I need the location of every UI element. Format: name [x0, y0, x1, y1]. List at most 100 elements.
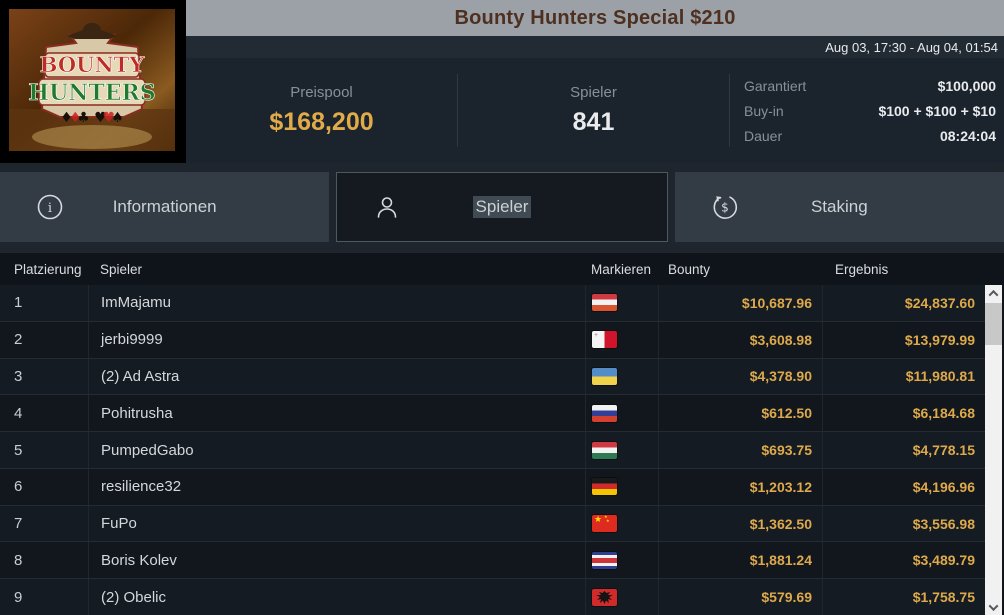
prizepool-label: Preispool — [290, 84, 353, 101]
bounty-hunters-logo-image: BOUNTY HUNTERS ♦ ♣ ♥ ♠ ♦ ♥ — [9, 9, 175, 151]
svg-text:$: $ — [721, 201, 729, 215]
chevron-down-icon — [988, 600, 999, 611]
player-row[interactable]: 6 resilience32 $1,203.12 $4,196.96 — [0, 467, 985, 505]
tournament-details: Garantiert $100,000 Buy-in $100 + $100 +… — [730, 58, 1004, 163]
rank-cell: 5 — [14, 441, 23, 459]
player-row[interactable]: 1 ImMajamu $10,687.96 $24,837.60 — [0, 285, 985, 321]
logo-line1: BOUNTY — [40, 52, 146, 77]
guarantee-value: $100,000 — [937, 77, 996, 94]
flag-cell[interactable]: ★ ★ ★ — [585, 505, 658, 542]
buyin-value: $100 + $100 + $10 — [878, 102, 996, 119]
flag-cell[interactable]: + — [585, 321, 658, 358]
info-icon: i — [36, 193, 64, 221]
scrollbar-thumb[interactable] — [985, 303, 1002, 345]
result-cell: $4,196.96 — [822, 468, 985, 505]
player-name-cell: (2) Obelic — [88, 579, 585, 615]
divider — [457, 74, 458, 147]
rank-cell: 6 — [14, 478, 23, 496]
flag-cell[interactable] — [585, 395, 658, 432]
flag-cell[interactable] — [585, 358, 658, 395]
player-name-cell: Pohitrusha — [88, 395, 585, 432]
tab-spieler[interactable]: Spieler — [336, 172, 668, 242]
scroll-down-button[interactable] — [985, 599, 1002, 615]
tab-label: Spieler — [472, 196, 532, 218]
column-header-spieler: Spieler — [100, 262, 143, 277]
result-cell: $11,980.81 — [822, 358, 985, 395]
tab-label: Staking — [810, 197, 868, 216]
title-bar: Bounty Hunters Special $210 — [186, 0, 1004, 36]
detail-row-buyin: Buy-in $100 + $100 + $10 — [744, 103, 996, 119]
buyin-label: Buy-in — [744, 102, 784, 119]
rank-cell: 9 — [14, 588, 23, 606]
player-row[interactable]: 2 jerbi9999 + $3,608.98 $13,979.99 — [0, 320, 985, 358]
player-row[interactable]: 4 Pohitrusha $612.50 $6,184.68 — [0, 394, 985, 432]
flag-cell[interactable] — [585, 468, 658, 505]
duration-label: Dauer — [744, 127, 783, 144]
bounty-cell: $1,362.50 — [658, 505, 822, 542]
detail-row-duration: Dauer 08:24:04 — [744, 128, 996, 144]
person-icon — [373, 193, 401, 221]
austria-flag-icon — [592, 294, 617, 312]
player-name-cell: FuPo — [88, 505, 585, 542]
scroll-up-button[interactable] — [985, 285, 1002, 301]
page-title: Bounty Hunters Special $210 — [454, 6, 736, 29]
costa-rica-flag-icon — [592, 551, 617, 569]
header-right: Bounty Hunters Special $210 Aug 03, 17:3… — [186, 0, 1004, 163]
column-header-markieren: Markieren — [591, 262, 652, 277]
player-name-cell: ImMajamu — [88, 285, 585, 321]
bounty-cell: $10,687.96 — [658, 285, 822, 321]
rank-cell: 8 — [14, 551, 23, 569]
player-row[interactable]: 8 Boris Kolev $1,881.24 $3,489.79 — [0, 541, 985, 579]
column-header-ergebnis: Ergebnis — [835, 262, 889, 277]
dollar-circle-icon: $ — [711, 193, 739, 221]
tab-staking[interactable]: $ Staking — [674, 172, 1004, 242]
player-name-cell: jerbi9999 — [88, 321, 585, 358]
players-stat: Spieler 841 — [458, 58, 729, 163]
tab-label: Informationen — [112, 197, 217, 216]
table-scrollbar[interactable] — [985, 285, 1002, 615]
russia-flag-icon — [592, 404, 617, 422]
logo-suits: ♦ ♣ ♥ ♠ — [60, 110, 124, 126]
logo-suits-red: ♦ ♥ — [69, 110, 115, 126]
bounty-cell: $1,203.12 — [658, 468, 822, 505]
rank-cell: 2 — [14, 331, 23, 349]
rank-cell: 4 — [14, 404, 23, 422]
player-row[interactable]: 9 (2) Obelic $579.69 $1,758.75 — [0, 578, 985, 615]
prizepool-value: $168,200 — [269, 108, 374, 136]
albania-flag-icon — [592, 588, 617, 606]
column-header-platzierung: Platzierung — [14, 262, 82, 277]
header: BOUNTY HUNTERS ♦ ♣ ♥ ♠ ♦ ♥ Bounty Hunter… — [0, 0, 1004, 163]
flag-cell[interactable] — [585, 579, 658, 615]
tournament-logo: BOUNTY HUNTERS ♦ ♣ ♥ ♠ ♦ ♥ — [0, 0, 186, 163]
flag-cell[interactable] — [585, 285, 658, 321]
result-cell: $24,837.60 — [822, 285, 985, 321]
player-row[interactable]: 5 PumpedGabo $693.75 $4,778.15 — [0, 431, 985, 468]
schedule-text: Aug 03, 17:30 - Aug 04, 01:54 — [825, 39, 998, 55]
detail-row-guarantee: Garantiert $100,000 — [744, 78, 996, 94]
hungary-flag-icon — [592, 441, 617, 459]
player-row[interactable]: 7 FuPo ★ ★ ★ $1,362.50 $3,556.98 — [0, 504, 985, 542]
table-header: Platzierung Spieler Markieren Bounty Erg… — [0, 253, 1004, 285]
table-right-edge — [1002, 285, 1004, 615]
tab-informationen[interactable]: i Informationen — [0, 172, 330, 242]
germany-flag-icon — [592, 478, 617, 496]
bounty-cell: $693.75 — [658, 432, 822, 468]
player-name-cell: (2) Ad Astra — [88, 358, 585, 395]
flag-cell[interactable] — [585, 542, 658, 579]
flag-cell[interactable] — [585, 432, 658, 468]
ukraine-flag-icon — [592, 367, 617, 385]
rank-cell: 7 — [14, 515, 23, 533]
result-cell: $13,979.99 — [822, 321, 985, 358]
prizepool-stat: Preispool $168,200 — [186, 58, 457, 163]
tab-bar: i Informationen Spieler $ Staking — [0, 172, 1004, 242]
duration-value: 08:24:04 — [939, 127, 996, 144]
svg-text:i: i — [48, 201, 52, 216]
result-cell: $4,778.15 — [822, 432, 985, 468]
bounty-cell: $612.50 — [658, 395, 822, 432]
rank-cell: 3 — [14, 367, 23, 385]
player-row[interactable]: 3 (2) Ad Astra $4,378.90 $11,980.81 — [0, 357, 985, 395]
bounty-cell: $1,881.24 — [658, 542, 822, 579]
player-name-cell: resilience32 — [88, 468, 585, 505]
players-value: 841 — [572, 108, 615, 136]
